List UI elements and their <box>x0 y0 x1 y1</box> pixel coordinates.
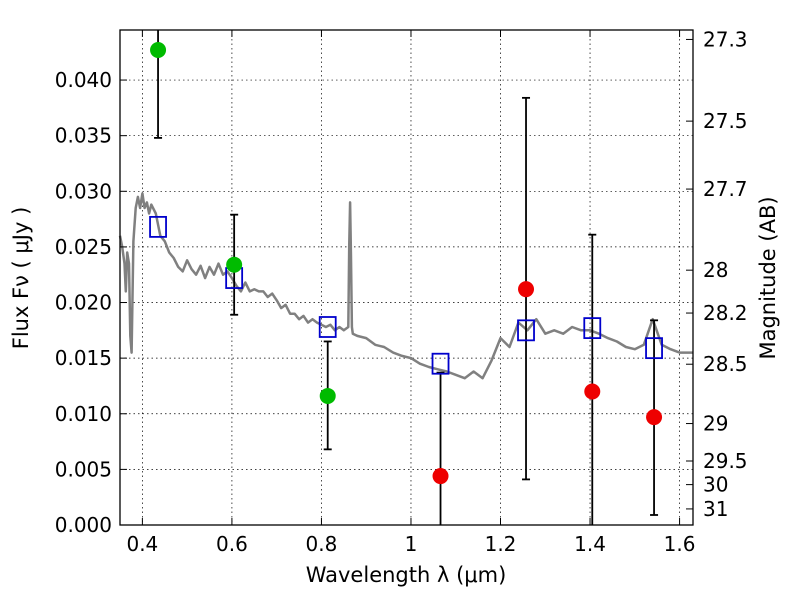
x-tick-label: 0.6 <box>216 532 248 556</box>
right-tick-label: 28.5 <box>703 352 748 376</box>
model-photometry-marker <box>431 352 450 375</box>
right-tick-label: 29 <box>703 412 728 436</box>
right-tick-label: 30 <box>703 473 728 497</box>
tick-labels: 0.4 0.6 0.8 1 1.2 1.4 1.6 0.000 0.005 0.010 0.015 0… <box>55 27 748 556</box>
limit-point <box>646 409 663 426</box>
limit-point <box>432 468 449 485</box>
y-tick-label: 0.040 <box>55 68 112 92</box>
x-tick-label: 0.8 <box>306 532 338 556</box>
detection-point <box>150 42 167 59</box>
x-axis-title: Wavelength λ (μm) <box>306 563 507 587</box>
y-tick-label: 0.010 <box>55 402 112 426</box>
y-tick-label: 0.020 <box>55 291 112 315</box>
right-tick-label: 31 <box>703 497 728 521</box>
model-photometry-marker <box>149 215 167 238</box>
right-axis-title: Magnitude (AB) <box>756 196 780 359</box>
x-tick-label: 1.6 <box>664 532 696 556</box>
model-photometry-marker <box>645 337 663 360</box>
y-tick-label: 0.035 <box>55 124 112 148</box>
x-tick-label: 1.4 <box>574 532 606 556</box>
grid <box>120 30 693 526</box>
y-tick-label: 0.025 <box>55 235 112 259</box>
right-tick-label: 27.3 <box>703 27 748 51</box>
x-tick-label: 1.2 <box>485 532 517 556</box>
right-tick-label: 28 <box>703 258 728 282</box>
y-axis-title: Flux Fν ( μJy ) <box>9 207 33 350</box>
x-tick-label: 1 <box>405 532 418 556</box>
right-tick-label: 29.5 <box>703 449 748 473</box>
marker-layer <box>149 42 663 485</box>
detection-point <box>319 387 336 404</box>
y-tick-label: 0.015 <box>55 346 112 370</box>
x-tick-label: 0.4 <box>126 532 158 556</box>
limit-point <box>518 281 535 298</box>
model-photometry-marker <box>517 319 535 342</box>
limit-point <box>584 383 601 400</box>
y-tick-label: 0.030 <box>55 179 112 203</box>
right-tick-label: 28.2 <box>703 301 748 325</box>
plot-area <box>120 30 693 525</box>
y-tick-label: 0.000 <box>55 513 112 537</box>
ticks <box>120 30 693 526</box>
model-photometry-marker <box>583 317 602 340</box>
right-tick-label: 27.5 <box>703 109 748 133</box>
y-tick-label: 0.005 <box>55 457 112 481</box>
model-photometry-marker <box>318 316 337 338</box>
plot-frame <box>119 29 694 526</box>
right-tick-label: 27.7 <box>703 177 748 201</box>
detection-point <box>226 256 243 273</box>
